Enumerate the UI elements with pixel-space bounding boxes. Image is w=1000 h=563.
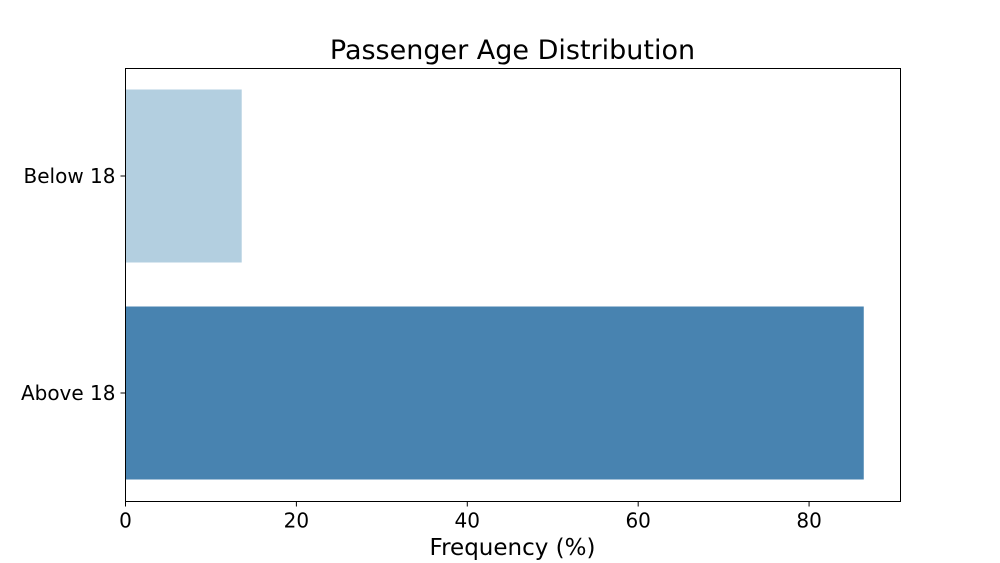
x-axis: 0 20 40 60 80 (119, 501, 822, 533)
bar-below-18 (125, 89, 242, 263)
y-tick-label: Above 18 (21, 381, 116, 405)
chart-title: Passenger Age Distribution (330, 35, 695, 66)
x-axis-label: Frequency (%) (430, 535, 596, 561)
x-tick-label: 0 (119, 509, 132, 533)
x-tick-label: 20 (284, 509, 309, 533)
x-tick-label: 80 (796, 509, 821, 533)
bar-above-18 (125, 306, 864, 480)
x-tick-label: 40 (455, 509, 480, 533)
y-tick-label: Below 18 (24, 164, 116, 188)
plot-frame (125, 68, 901, 502)
y-axis: Below 18 Above 18 (21, 164, 126, 405)
bars-layer (125, 89, 864, 480)
x-tick-label: 60 (625, 509, 650, 533)
